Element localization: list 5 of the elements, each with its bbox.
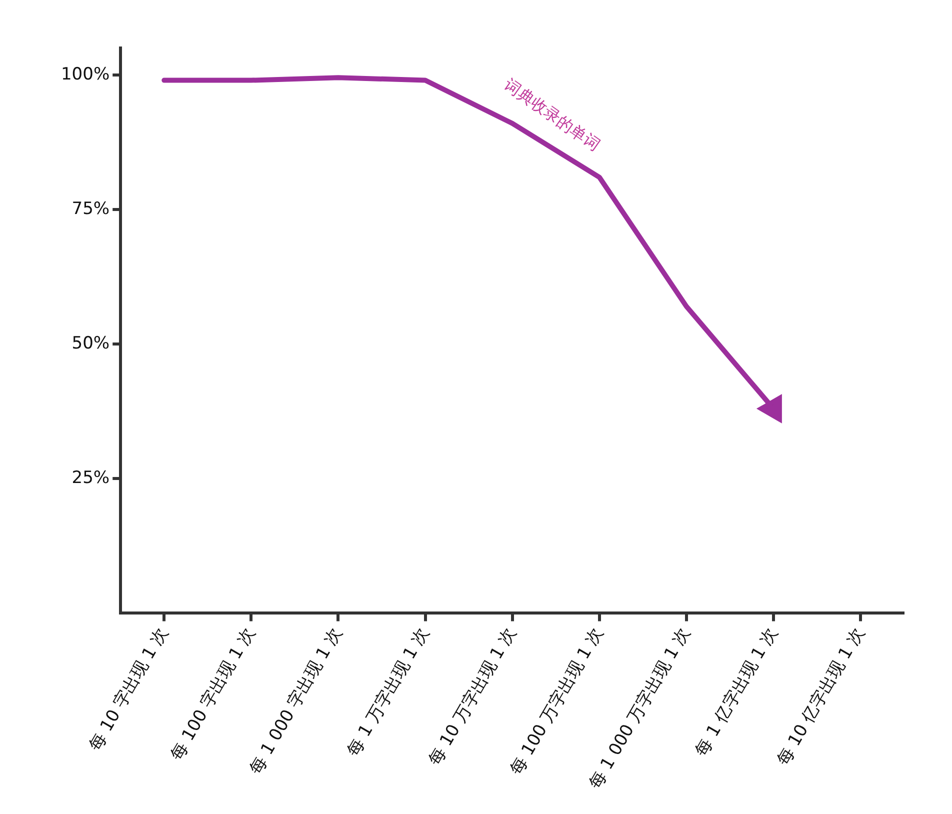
annotation: 词典收录的单词 <box>500 74 604 155</box>
y-tick-label: 100% <box>60 64 110 84</box>
y-tick-label: 25% <box>72 468 110 488</box>
y-tick-label: 75% <box>72 198 110 219</box>
y-tick-label: 50% <box>72 333 110 354</box>
